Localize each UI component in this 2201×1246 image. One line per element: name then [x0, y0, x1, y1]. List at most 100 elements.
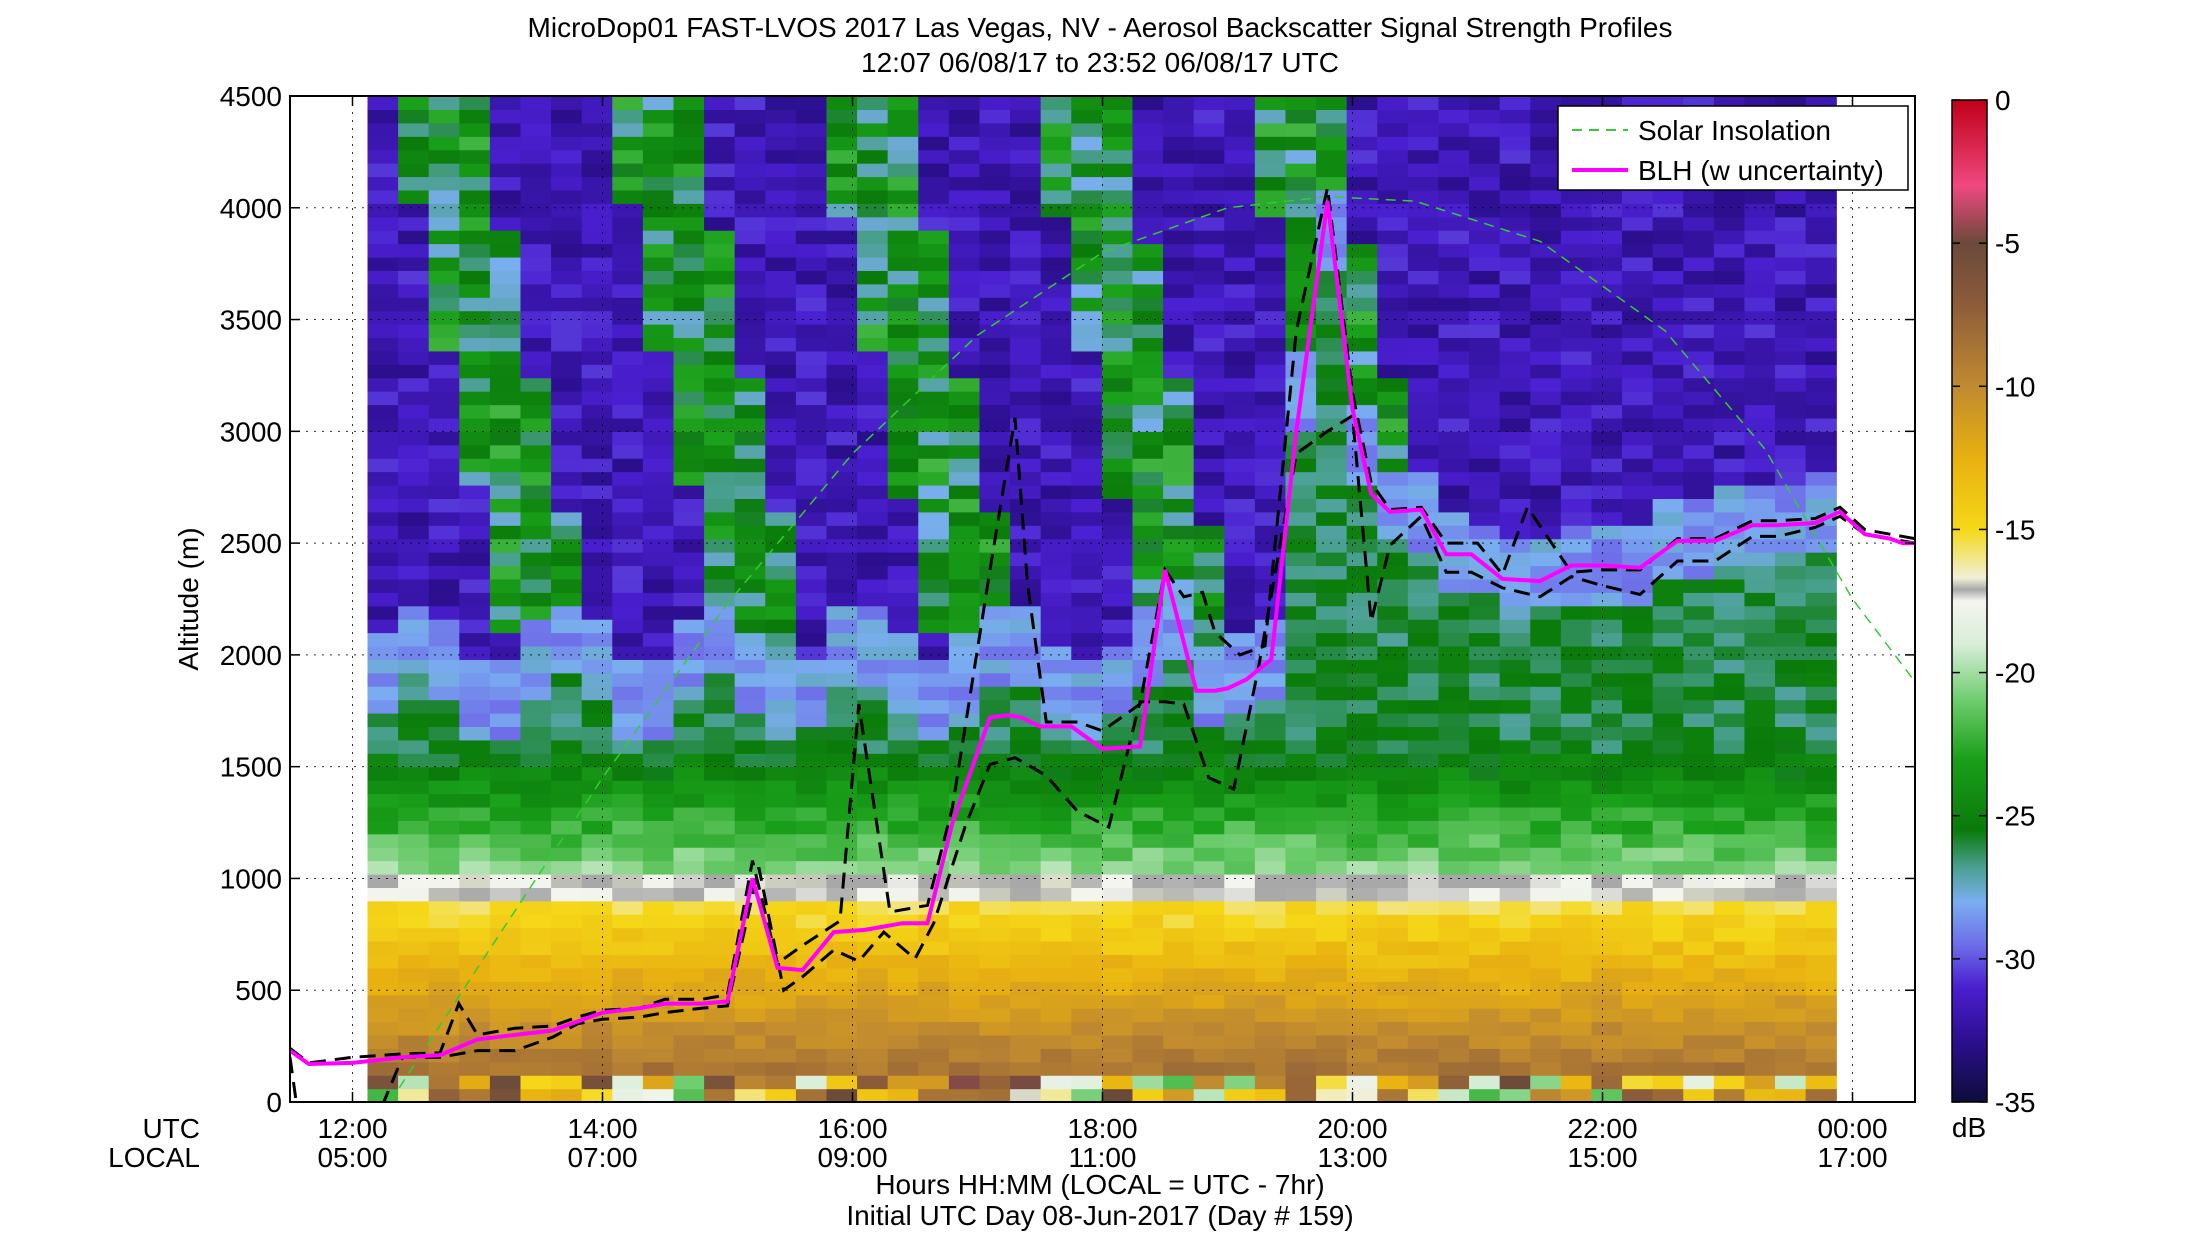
heatmap-cell — [704, 297, 736, 312]
heatmap-cell — [1040, 176, 1072, 191]
heatmap-cell — [642, 511, 675, 526]
heatmap-cell — [459, 552, 491, 567]
heatmap-cell — [826, 189, 858, 204]
heatmap-cell — [428, 1075, 460, 1090]
heatmap-cell — [1744, 739, 1776, 754]
heatmap-cell — [734, 1061, 766, 1076]
heatmap-cell — [1101, 122, 1134, 137]
heatmap-cell — [1285, 216, 1317, 231]
heatmap-cell — [673, 954, 705, 969]
heatmap-cell — [795, 324, 828, 339]
heatmap-cell — [1346, 189, 1378, 204]
heatmap-cell — [1316, 377, 1348, 392]
heatmap-cell — [1560, 645, 1593, 660]
heatmap-cell — [887, 981, 919, 996]
heatmap-cell — [1346, 203, 1378, 218]
heatmap-cell — [1469, 1008, 1501, 1023]
heatmap-cell — [1438, 189, 1470, 204]
heatmap-cell — [1040, 297, 1072, 312]
heatmap-cell — [948, 149, 981, 164]
heatmap-cell — [489, 458, 522, 473]
heatmap-cell — [1713, 1008, 1746, 1023]
heatmap-cell — [551, 967, 583, 982]
heatmap-cell — [1560, 297, 1593, 312]
heatmap-cell — [520, 324, 552, 339]
heatmap-cell — [489, 981, 522, 996]
heatmap-cell — [734, 270, 766, 285]
heatmap-cell — [1560, 605, 1593, 620]
heatmap-cell — [1744, 203, 1776, 218]
heatmap-cell — [1377, 552, 1409, 567]
heatmap-cell — [1560, 592, 1593, 607]
heatmap-cell — [551, 243, 583, 258]
heatmap-cell — [1040, 645, 1072, 660]
heatmap-cell — [1744, 458, 1776, 473]
heatmap-cell — [1438, 417, 1470, 432]
heatmap-cell — [979, 565, 1011, 580]
heatmap-cell — [1193, 954, 1225, 969]
heatmap-cell — [1775, 954, 1807, 969]
heatmap-cell — [398, 860, 430, 875]
heatmap-cell — [581, 672, 613, 687]
heatmap-cell — [918, 967, 950, 982]
heatmap-cell — [1713, 538, 1746, 553]
heatmap-cell — [1713, 324, 1746, 339]
heatmap-cell — [795, 820, 828, 835]
heatmap-cell — [765, 189, 797, 204]
heatmap-cell — [1407, 793, 1440, 808]
heatmap-cell — [673, 1061, 705, 1076]
heatmap-cell — [1407, 1008, 1440, 1023]
heatmap-cell — [1622, 739, 1654, 754]
heatmap-cell — [367, 887, 399, 902]
heatmap-cell — [1775, 538, 1807, 553]
heatmap-cell — [398, 645, 430, 660]
heatmap-cell — [857, 270, 889, 285]
heatmap-cell — [1683, 189, 1715, 204]
heatmap-cell — [1101, 538, 1134, 553]
heatmap-cell — [1683, 1008, 1715, 1023]
heatmap-cell — [1652, 243, 1684, 258]
heatmap-cell — [1530, 256, 1562, 271]
heatmap-cell — [1530, 404, 1562, 419]
heatmap-cell — [1713, 310, 1746, 325]
heatmap-cell — [459, 297, 491, 312]
heatmap-cell — [1499, 753, 1531, 768]
heatmap-cell — [642, 739, 675, 754]
heatmap-cell — [1713, 739, 1746, 754]
heatmap-cell — [1530, 417, 1562, 432]
heatmap-cell — [398, 659, 430, 674]
heatmap-cell — [979, 216, 1011, 231]
heatmap-cell — [1224, 350, 1256, 365]
heatmap-cell — [1377, 578, 1409, 593]
heatmap-cell — [367, 833, 399, 848]
heatmap-cell — [1101, 806, 1134, 821]
heatmap-cell — [1683, 431, 1715, 446]
colorbar-frame — [1951, 99, 1988, 1103]
heatmap-cell — [1101, 1075, 1134, 1090]
heatmap-cell — [1163, 820, 1195, 835]
heatmap-cell — [398, 780, 430, 795]
heatmap-cell — [398, 994, 430, 1009]
heatmap-cell — [1622, 927, 1654, 942]
heatmap-cell — [1132, 525, 1164, 540]
heatmap-cell — [887, 230, 919, 245]
heatmap-cell — [1775, 324, 1807, 339]
heatmap-cell — [1438, 806, 1470, 821]
heatmap-cell — [673, 847, 705, 862]
heatmap-cell — [398, 216, 430, 231]
heatmap-cell — [765, 645, 797, 660]
heatmap-cell — [1010, 404, 1042, 419]
heatmap-cell — [1407, 1021, 1440, 1036]
heatmap-cell — [1805, 793, 1837, 808]
heatmap-cell — [1285, 592, 1317, 607]
heatmap-cell — [673, 498, 705, 513]
heatmap-cell — [1560, 189, 1593, 204]
heatmap-cell — [489, 243, 522, 258]
heatmap-cell — [795, 1021, 828, 1036]
heatmap-cell — [1713, 1034, 1746, 1049]
heatmap-cell — [857, 1088, 889, 1103]
heatmap-cell — [704, 1034, 736, 1049]
heatmap-cell — [1163, 417, 1195, 432]
heatmap-cell — [1040, 122, 1072, 137]
heatmap-cell — [520, 605, 552, 620]
